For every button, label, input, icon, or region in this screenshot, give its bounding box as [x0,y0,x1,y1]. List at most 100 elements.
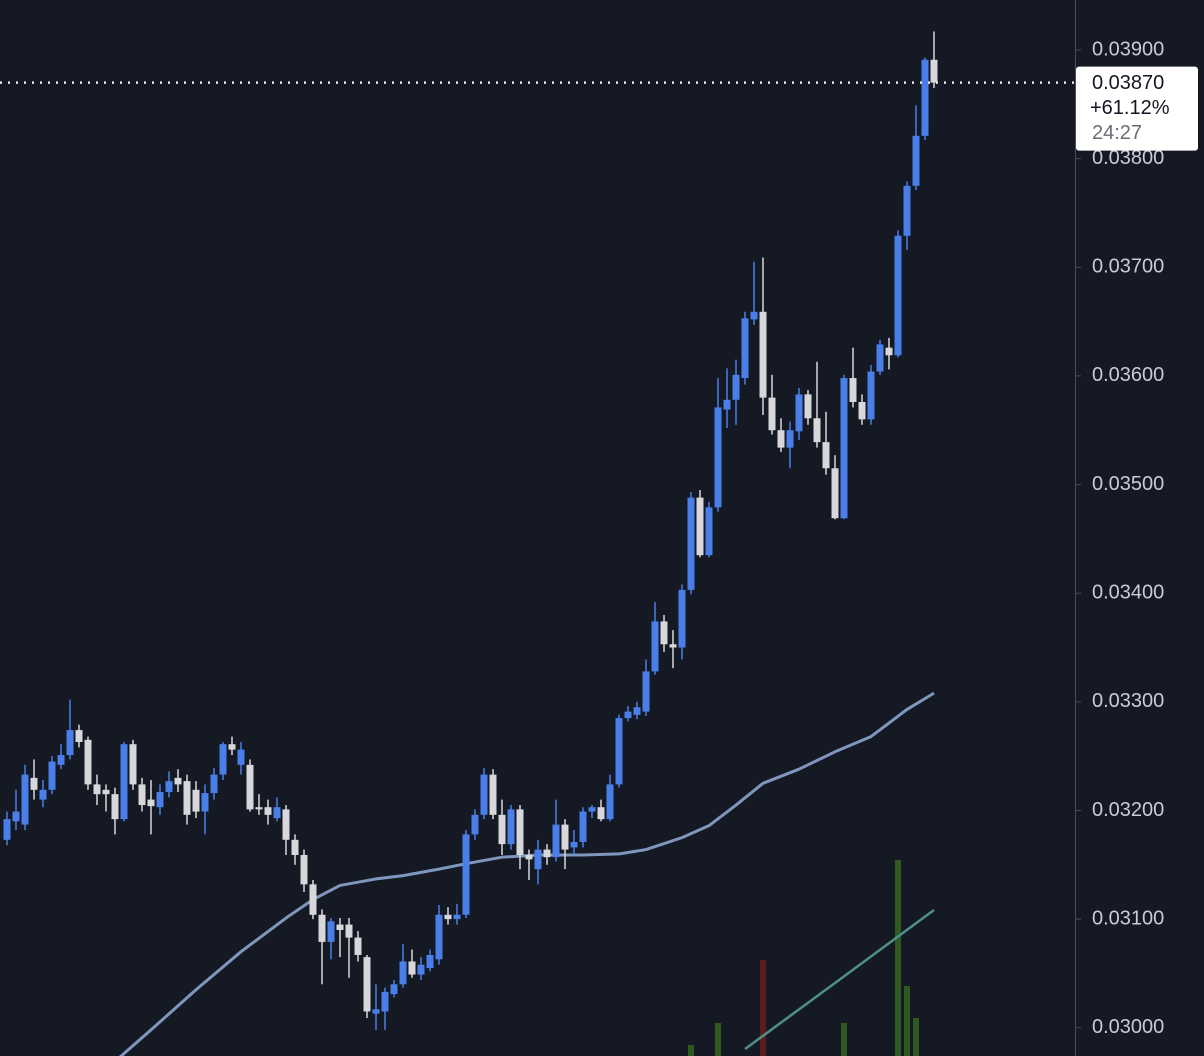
y-tick-label: 0.03100 [1092,907,1164,929]
candle-body [282,809,290,840]
y-tick-label: 0.03800 [1092,147,1164,169]
candle-body [678,589,686,648]
candle-body [3,819,11,840]
price-change: +61.12% [1090,97,1170,119]
candle-body [921,59,929,136]
candle-body [831,468,839,519]
candle-body [345,924,353,938]
countdown: 24:27 [1092,122,1142,144]
volume-ma-line [744,908,935,1051]
candle-body [372,1009,380,1014]
candle-body [489,774,497,815]
candle-body [471,814,479,835]
candle-body [615,718,623,785]
candle-body [795,394,803,432]
candle-body [579,811,587,842]
candle-body [840,378,848,519]
candle-body [291,839,299,856]
candle-body [228,744,236,750]
candle-body [705,507,713,556]
price-label-box [1076,66,1198,151]
candle-body [273,807,281,819]
candle-body [534,849,542,870]
candle-body [885,347,893,356]
candle-body [516,809,524,856]
volume-bar [715,1023,721,1056]
candle-body [174,777,182,785]
candle-body [849,378,857,402]
candle-body [588,807,596,812]
candle-body [111,794,119,820]
candle-body [210,774,218,794]
candle-body [804,394,812,419]
last-price-label: 0.03870 [1092,72,1164,94]
candle-body [156,792,164,808]
candle-body [84,739,92,785]
candle-body [876,344,884,372]
volume-bar [904,986,910,1056]
candle-body [165,781,173,792]
candle-body [561,824,569,850]
candle-body [507,809,515,845]
candle-body [543,849,551,858]
candle-body [597,807,605,820]
candle-body [903,185,911,236]
candle-body [741,318,749,379]
y-tick-label: 0.03400 [1092,581,1164,603]
y-tick-label: 0.03500 [1092,473,1164,495]
candle-body [444,914,452,920]
volume-bar [913,1018,919,1056]
candle-body [192,789,200,812]
candle-body [309,884,317,915]
y-tick-label: 0.03900 [1092,38,1164,60]
candle-body [786,430,794,448]
volume-bar [841,1023,847,1056]
candle-body [12,811,20,822]
candle-body [867,371,875,420]
volume-bar [760,960,766,1056]
candle-body [75,730,83,743]
candle-body [129,744,137,785]
price-axis: 0.03900 0.03800 0.03700 0.03600 0.03500 0.034… [1075,38,1198,1038]
candle-body [570,841,578,848]
y-tick-label: 0.03200 [1092,799,1164,821]
candle-body [480,774,488,815]
candle-body [912,135,920,186]
candle-body [660,621,668,645]
candle-body [264,807,272,815]
candle-body [696,497,704,556]
candle-body [723,399,731,410]
candle-body [255,807,263,810]
y-tick-label: 0.03700 [1092,256,1164,278]
candle-body [624,711,632,719]
candle-body [48,761,56,790]
plot-area [0,31,1075,1056]
candle-body [894,235,902,356]
y-tick-label: 0.03300 [1092,690,1164,712]
candle-body [201,793,209,812]
candle-body [525,855,533,860]
volume-bar [688,1045,694,1056]
candle-body [21,774,29,825]
candle-body [714,407,722,508]
candle-body [750,311,758,320]
candle-body [732,374,740,400]
candle-body [390,984,398,995]
candle-body [147,799,155,807]
candle-body [57,755,65,765]
volume-bar [895,860,901,1056]
candle-body [219,744,227,775]
candle-body [768,397,776,431]
candle-body [462,834,470,915]
candle-body [930,59,938,83]
candle-body [858,401,866,420]
candle-body [363,957,371,1012]
candle-body [426,954,434,968]
candle-body [813,418,821,443]
candle-body [327,921,335,942]
candle-body [408,961,416,975]
candle-body [669,644,677,648]
